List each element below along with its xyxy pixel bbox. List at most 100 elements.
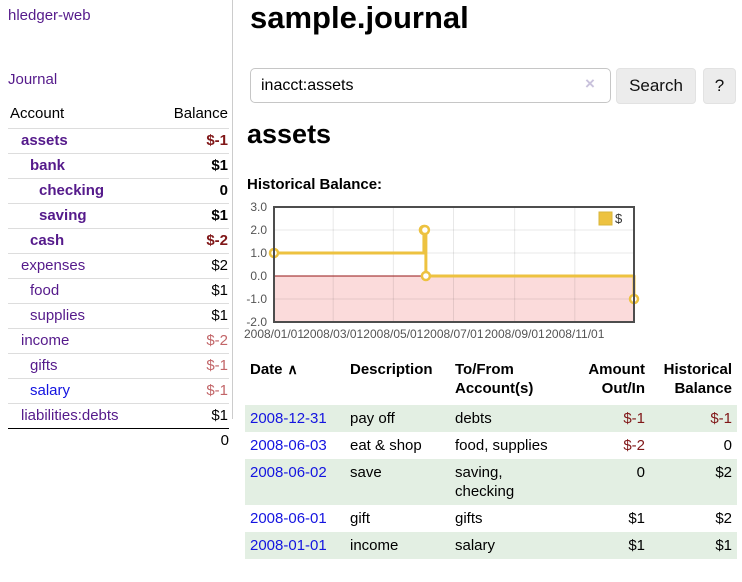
account-link[interactable]: expenses <box>21 257 86 274</box>
account-row: assets $-1 <box>8 128 229 154</box>
accounts-total-row: 0 <box>8 428 229 452</box>
transaction-accounts: gifts <box>455 510 483 527</box>
accounts-header-row: Account Balance <box>8 101 229 129</box>
transaction-accounts: saving, checking <box>455 464 515 500</box>
account-link[interactable]: gifts <box>30 357 58 374</box>
transaction-accounts: debts <box>455 410 492 427</box>
transaction-balance: 0 <box>723 437 732 454</box>
transaction-row: 2008-06-03 eat & shop food, supplies $-2 0 <box>245 432 737 459</box>
sidebar-divider <box>232 0 233 419</box>
transaction-balance: $1 <box>715 537 732 554</box>
account-row: food $1 <box>8 278 229 304</box>
account-balance: $-1 <box>153 128 229 154</box>
account-link[interactable]: salary <box>30 382 71 399</box>
column-header-amount: Amount Out/In <box>588 361 645 397</box>
x-tick-label: 2008/11/01 <box>545 327 604 341</box>
account-row: checking 0 <box>8 178 229 204</box>
transaction-description: pay off <box>350 410 395 427</box>
x-tick-label: 2008/03/01 <box>303 327 363 341</box>
account-balance: $1 <box>153 303 229 329</box>
transaction-balance: $2 <box>715 510 732 527</box>
search-input[interactable] <box>250 68 611 103</box>
transaction-description: save <box>350 464 382 481</box>
transaction-balance: $-1 <box>710 410 732 427</box>
account-row: salary $-1 <box>8 378 229 404</box>
account-link[interactable]: supplies <box>30 307 86 324</box>
transaction-row: 2008-01-01 income salary $1 $1 <box>245 532 737 559</box>
transaction-date-link[interactable]: 2008-06-03 <box>250 437 327 454</box>
help-button[interactable]: ? <box>703 68 736 104</box>
transactions-table: Date ∧ Description To/From Account(s) Amo… <box>245 357 737 559</box>
page-title: sample.journal <box>250 0 469 35</box>
sort-ascending-icon: ∧ <box>287 361 298 377</box>
legend-label: $ <box>615 211 623 226</box>
account-balance: 0 <box>153 178 229 204</box>
account-row: expenses $2 <box>8 253 229 279</box>
clear-search-icon[interactable]: × <box>585 74 595 93</box>
account-balance: $-2 <box>153 228 229 254</box>
account-link[interactable]: assets <box>21 132 68 149</box>
account-link[interactable]: bank <box>30 157 66 174</box>
transaction-row: 2008-12-31 pay off debts $-1 $-1 <box>245 405 737 432</box>
transaction-amount: $1 <box>628 510 645 527</box>
accounts-total-value: 0 <box>153 428 229 452</box>
account-link[interactable]: checking <box>39 182 105 199</box>
account-link[interactable]: cash <box>30 232 65 249</box>
transaction-accounts: food, supplies <box>455 437 548 454</box>
data-point-marker <box>420 270 432 282</box>
account-link[interactable]: saving <box>39 207 87 224</box>
app-title-link[interactable]: hledger-web <box>8 7 91 24</box>
transaction-description: income <box>350 537 399 554</box>
y-tick-label: 0.0 <box>250 269 267 283</box>
data-point-marker <box>419 224 431 236</box>
y-tick-label: -1.0 <box>246 292 267 306</box>
transaction-balance: $2 <box>715 464 732 481</box>
account-link[interactable]: income <box>21 332 70 349</box>
transaction-accounts: salary <box>455 537 496 554</box>
account-balance: $-1 <box>153 353 229 379</box>
transaction-row: 2008-06-02 save saving, checking 0 $2 <box>245 459 737 505</box>
transaction-amount: $-2 <box>623 437 645 454</box>
account-balance: $1 <box>153 403 229 429</box>
x-tick-label: 2008/05/01 <box>363 327 423 341</box>
account-row: bank $1 <box>8 153 229 179</box>
transaction-amount: $1 <box>628 537 645 554</box>
negative-region <box>274 276 634 322</box>
transaction-description: eat & shop <box>350 437 422 454</box>
account-balance: $1 <box>153 278 229 304</box>
transaction-date-link[interactable]: 2008-06-02 <box>250 464 327 481</box>
transaction-date-link[interactable]: 2008-01-01 <box>250 537 327 554</box>
account-row: income $-2 <box>8 328 229 354</box>
account-row: gifts $-1 <box>8 353 229 379</box>
transaction-row: 2008-06-01 gift gifts $1 $2 <box>245 505 737 532</box>
legend-swatch <box>598 211 613 226</box>
transaction-date-link[interactable]: 2008-12-31 <box>250 410 327 427</box>
account-balance: $1 <box>153 203 229 229</box>
x-tick-label: 2008/07/01 <box>423 327 483 341</box>
x-tick-label: 2008/09/01 <box>485 327 545 341</box>
chart-heading: Historical Balance: <box>247 176 383 193</box>
account-balance: $1 <box>153 153 229 179</box>
plot-border <box>273 206 635 323</box>
column-header-description: Description <box>350 361 433 378</box>
sidebar-item-journal[interactable]: Journal <box>8 71 58 88</box>
x-tick-label: 2008/01/01 <box>244 327 304 341</box>
transaction-amount: 0 <box>636 464 645 481</box>
search-button[interactable]: Search <box>616 68 696 104</box>
account-heading: assets <box>247 119 332 149</box>
y-tick-label: 2.0 <box>250 223 267 237</box>
transaction-date-link[interactable]: 2008-06-01 <box>250 510 327 527</box>
column-header-balance: Historical Balance <box>663 361 732 397</box>
accounts-header-account: Account <box>10 105 65 122</box>
y-tick-label: 3.0 <box>250 200 267 214</box>
column-header-date[interactable]: Date ∧ <box>250 361 298 378</box>
account-link[interactable]: liabilities:debts <box>21 407 119 424</box>
transaction-amount: $-1 <box>623 410 645 427</box>
account-row: supplies $1 <box>8 303 229 329</box>
account-row: cash $-2 <box>8 228 229 254</box>
sidebar-accounts-table: Account Balance assets $-1 bank $1 checking 0… <box>8 101 229 452</box>
y-tick-label: -2.0 <box>246 315 267 329</box>
y-tick-label: 1.0 <box>250 246 267 260</box>
account-link[interactable]: food <box>30 282 60 299</box>
